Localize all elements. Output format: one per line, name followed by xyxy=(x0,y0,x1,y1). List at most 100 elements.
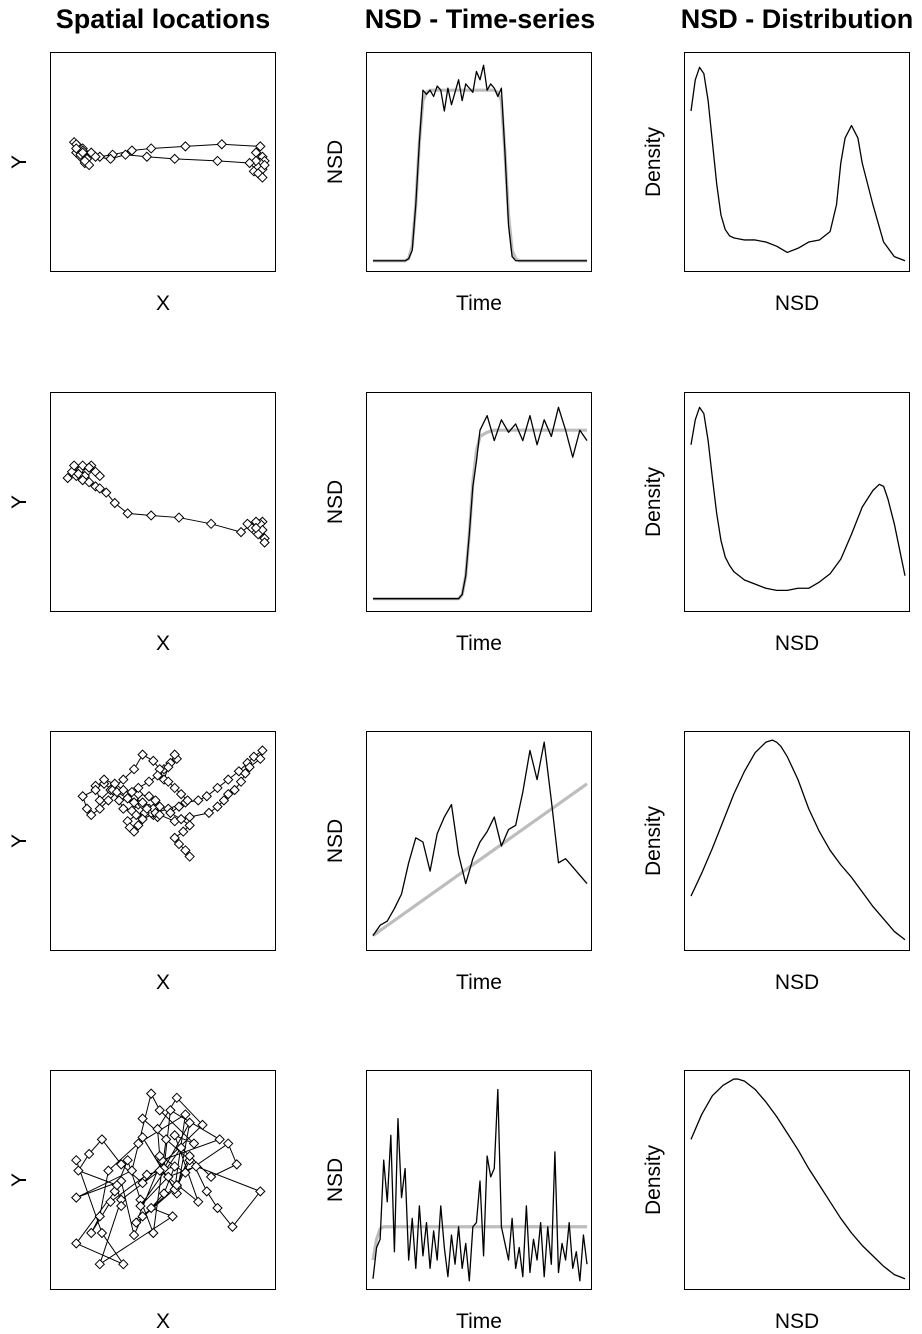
location-point xyxy=(148,755,159,767)
location-point xyxy=(152,770,163,781)
location-point xyxy=(105,153,116,165)
location-point xyxy=(81,803,93,814)
location-point xyxy=(205,1171,217,1183)
location-point xyxy=(148,1227,159,1239)
location-point xyxy=(122,1154,133,1166)
plot-svg-distribution-row3 xyxy=(690,739,906,941)
location-point xyxy=(222,1138,234,1149)
location-point xyxy=(133,1138,144,1149)
trajectory-line xyxy=(73,141,266,179)
location-point xyxy=(86,1227,97,1239)
x-axis-label: Time xyxy=(456,1310,502,1333)
location-point xyxy=(169,749,180,760)
plot-spatial-row4 xyxy=(50,1070,276,1290)
location-point xyxy=(257,745,268,756)
fitted-line xyxy=(373,428,587,601)
location-point xyxy=(128,1229,140,1241)
location-point xyxy=(145,1088,157,1099)
plot-svg-timeseries-row1 xyxy=(373,64,587,263)
location-point xyxy=(180,141,191,152)
location-point xyxy=(169,782,180,794)
location-point xyxy=(105,1196,116,1208)
location-point xyxy=(152,1123,163,1135)
location-point xyxy=(169,153,180,165)
location-point xyxy=(94,1211,106,1222)
density-line xyxy=(690,406,906,592)
plot-svg-spatial-row4 xyxy=(71,1088,266,1270)
location-point xyxy=(94,1258,106,1270)
location-point xyxy=(130,809,142,821)
location-point xyxy=(169,1130,180,1141)
location-point xyxy=(231,1159,242,1170)
y-axis-label: Y xyxy=(8,495,31,510)
location-point xyxy=(115,1200,127,1212)
x-axis-label: Time xyxy=(456,632,502,655)
location-point xyxy=(167,1211,178,1222)
location-point xyxy=(137,1211,148,1222)
plot-distribution-row4 xyxy=(684,1070,910,1290)
observed-line xyxy=(373,406,588,600)
location-point xyxy=(133,820,144,831)
location-point xyxy=(169,832,180,844)
location-point xyxy=(184,820,195,831)
location-point xyxy=(171,1092,183,1104)
plot-svg-timeseries-row3 xyxy=(372,741,588,937)
location-point xyxy=(244,761,255,773)
location-point xyxy=(154,809,165,821)
location-point xyxy=(212,155,223,167)
location-point xyxy=(103,1165,114,1176)
location-point xyxy=(113,795,125,806)
location-point xyxy=(244,157,255,169)
location-point xyxy=(137,797,148,808)
y-axis-label: NSD xyxy=(324,139,347,185)
location-point xyxy=(86,809,97,821)
location-point xyxy=(255,753,266,765)
location-point xyxy=(235,526,247,538)
location-point xyxy=(133,782,144,794)
plot-distribution-row2 xyxy=(684,392,910,612)
location-point xyxy=(90,151,101,162)
location-point xyxy=(173,512,185,523)
plot-spatial-row2 xyxy=(50,392,276,612)
location-point xyxy=(188,1138,200,1149)
location-point xyxy=(98,774,110,785)
location-point xyxy=(109,778,120,789)
location-point xyxy=(141,803,153,814)
location-point xyxy=(154,1165,165,1176)
location-point xyxy=(71,1238,82,1249)
location-point xyxy=(193,795,204,806)
x-axis-label: X xyxy=(155,292,170,315)
location-point xyxy=(101,487,112,498)
location-point xyxy=(201,791,213,802)
location-point xyxy=(158,1188,170,1199)
location-point xyxy=(143,776,155,787)
density-line xyxy=(690,66,906,262)
x-axis-label: X xyxy=(155,1310,170,1333)
y-axis-label: NSD xyxy=(324,818,347,864)
location-point xyxy=(257,172,268,183)
location-point xyxy=(77,791,88,802)
location-point xyxy=(83,462,95,473)
location-point xyxy=(137,1132,148,1143)
location-point xyxy=(128,763,140,775)
location-point xyxy=(94,803,106,814)
location-point xyxy=(143,791,155,802)
location-point xyxy=(126,786,138,798)
location-point xyxy=(128,826,140,837)
location-point xyxy=(154,1105,165,1116)
location-point xyxy=(216,139,227,150)
location-point xyxy=(171,1179,183,1191)
location-point xyxy=(83,476,95,488)
observed-line xyxy=(372,741,588,936)
fitted-line xyxy=(372,782,588,937)
location-point xyxy=(145,510,157,521)
location-point xyxy=(118,774,129,785)
location-point xyxy=(182,795,193,806)
location-point xyxy=(180,1109,191,1120)
location-point xyxy=(71,143,82,154)
column-title-distribution: NSD - Distribution xyxy=(680,4,914,34)
location-point xyxy=(122,508,133,519)
plot-svg-distribution-row2 xyxy=(690,406,906,592)
x-axis-label: Time xyxy=(456,292,502,315)
location-point xyxy=(184,851,195,862)
